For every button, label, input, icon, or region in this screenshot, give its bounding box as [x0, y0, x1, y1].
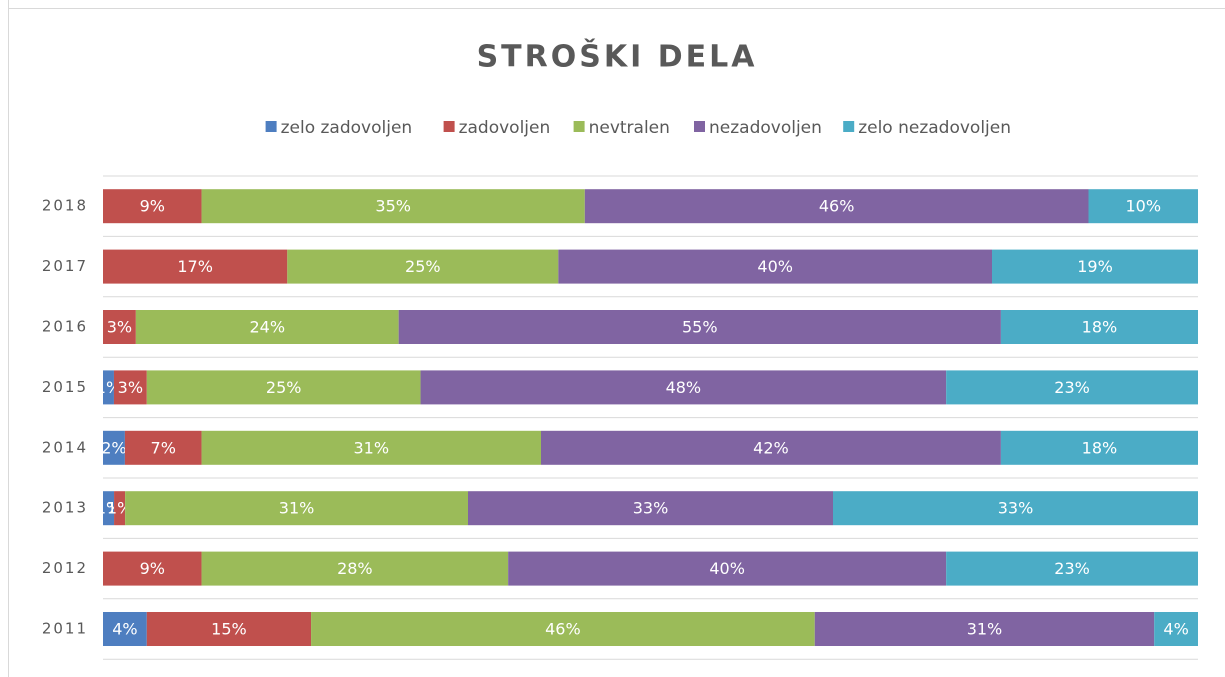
value-label: 4% — [112, 620, 137, 639]
bar-segment — [103, 612, 147, 646]
bar-segment — [468, 491, 833, 526]
bar-segment — [541, 430, 1001, 465]
bar-segment — [146, 612, 312, 646]
bar-segment — [103, 189, 202, 224]
bar-segment — [814, 612, 1155, 646]
bar-segment — [946, 370, 1198, 405]
value-label: 9% — [140, 559, 165, 578]
chart-title: STROŠKI DELA — [477, 38, 758, 75]
y-tick-label: 2017 — [42, 257, 88, 275]
value-label: 35% — [375, 197, 411, 216]
bar-segment — [124, 430, 202, 465]
bar-segment — [558, 249, 993, 284]
value-label: 55% — [682, 318, 718, 337]
value-label: 23% — [1054, 559, 1090, 578]
bar-segment — [103, 430, 125, 465]
value-label: 48% — [666, 378, 702, 397]
bar-segment — [992, 249, 1198, 284]
value-label: 25% — [405, 257, 441, 276]
value-label: 33% — [998, 499, 1034, 518]
legend-label: nevtralen — [589, 118, 670, 138]
value-label: 18% — [1082, 438, 1118, 457]
value-label: 25% — [266, 378, 302, 397]
bar-segment — [103, 249, 288, 284]
bar-segment — [1154, 612, 1198, 646]
value-label: 15% — [211, 620, 247, 639]
value-label: 31% — [967, 620, 1003, 639]
value-label: 28% — [337, 559, 373, 578]
bar-segment — [103, 551, 202, 586]
value-label: 2% — [101, 438, 126, 457]
value-label: 3% — [118, 378, 143, 397]
value-label: 46% — [819, 197, 855, 216]
legend-swatch — [843, 121, 855, 132]
bar-segment — [103, 491, 115, 526]
y-tick-label: 2018 — [42, 197, 88, 215]
bar-segment — [420, 370, 947, 405]
y-tick-label: 2011 — [42, 620, 88, 638]
value-label: 33% — [633, 499, 669, 518]
bar-segment — [135, 310, 399, 344]
bar-segment — [1000, 430, 1198, 465]
y-tick-label: 2014 — [42, 438, 88, 456]
value-label: 24% — [249, 318, 285, 337]
value-label: 23% — [1054, 378, 1090, 397]
legend-label: zelo zadovoljen — [281, 118, 413, 138]
bar-segment — [584, 189, 1089, 224]
bar-segment — [201, 189, 585, 224]
y-tick-label: 2016 — [42, 318, 88, 336]
bar-segment — [287, 249, 559, 284]
bar-segment — [508, 551, 947, 586]
legend-label: nezadovoljen — [709, 118, 822, 138]
value-label: 18% — [1082, 318, 1118, 337]
legend-swatch — [265, 121, 277, 132]
value-label: 7% — [151, 438, 176, 457]
value-label: 4% — [1163, 620, 1188, 639]
y-tick-label: 2015 — [42, 378, 88, 396]
y-tick-label: 2013 — [42, 499, 88, 517]
bar-segment — [103, 370, 114, 405]
legend-swatch — [694, 121, 705, 132]
bar-segment — [146, 370, 421, 405]
bar-segment — [103, 310, 136, 344]
value-label: 10% — [1125, 197, 1161, 216]
bar-segment — [398, 310, 1001, 344]
value-label: 31% — [353, 438, 389, 457]
value-label: 42% — [753, 438, 789, 457]
value-label: 17% — [177, 257, 213, 276]
bar-segment — [1088, 189, 1198, 224]
value-label: 19% — [1077, 257, 1113, 276]
value-label: 46% — [545, 620, 581, 639]
value-label: 3% — [107, 318, 132, 337]
y-tick-label: 2012 — [42, 559, 88, 577]
bar-segment — [1000, 310, 1198, 344]
bar-segment — [113, 370, 147, 405]
value-label: 40% — [709, 559, 745, 578]
bar-segment — [125, 491, 468, 526]
bar-segment — [201, 551, 509, 586]
value-label: 40% — [757, 257, 793, 276]
value-label: 9% — [140, 197, 165, 216]
legend-swatch — [573, 121, 585, 132]
bar-segment — [201, 430, 542, 465]
bar-segment — [114, 491, 126, 526]
bar-segment — [833, 491, 1198, 526]
legend-swatch — [443, 121, 455, 132]
bar-segment — [311, 612, 815, 646]
value-label: 31% — [279, 499, 315, 518]
legend-label: zadovoljen — [459, 118, 551, 138]
bar-segment — [946, 551, 1198, 586]
legend-label: zelo nezadovoljen — [858, 118, 1011, 138]
